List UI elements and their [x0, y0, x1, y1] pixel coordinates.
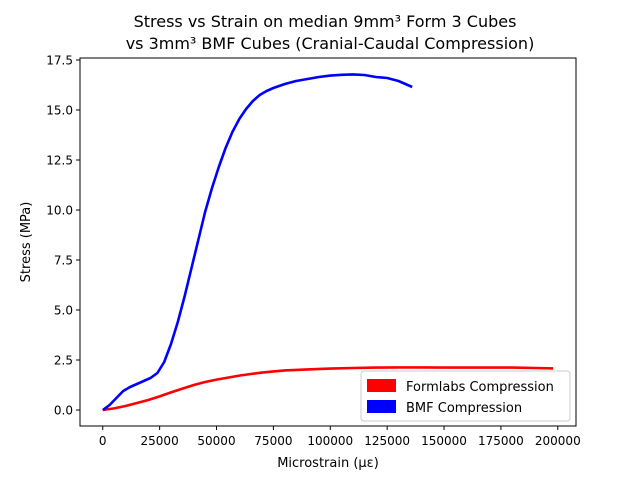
x-tick-label: 75000 — [254, 434, 292, 448]
y-tick-label: 5.0 — [54, 304, 73, 318]
legend-label-bmf: BMF Compression — [406, 401, 522, 416]
x-tick-label: 100000 — [307, 434, 353, 448]
x-axis-ticks: 0 25000 50000 75000 100000 125000 150000 175000… — [99, 426, 581, 448]
chart-title-line1: Stress vs Strain on median 9mm³ Form 3 C… — [134, 12, 517, 31]
x-tick-label: 25000 — [141, 434, 179, 448]
x-tick-label: 0 — [99, 434, 107, 448]
legend-swatch-bmf — [367, 400, 396, 413]
legend-swatch-formlabs — [367, 379, 396, 392]
x-tick-label: 50000 — [197, 434, 235, 448]
y-tick-label: 7.5 — [54, 254, 73, 268]
x-tick-label: 125000 — [364, 434, 410, 448]
x-tick-label: 150000 — [421, 434, 467, 448]
y-tick-label: 10.0 — [46, 204, 73, 218]
legend-label-formlabs: Formlabs Compression — [406, 380, 554, 395]
y-tick-label: 12.5 — [46, 154, 73, 168]
series-line-bmf — [102, 73, 413, 412]
x-tick-label: 200000 — [535, 434, 581, 448]
x-axis-label: Microstrain (µε) — [277, 456, 379, 471]
y-tick-label: 15.0 — [46, 104, 73, 118]
y-axis-label: Stress (MPa) — [19, 202, 34, 283]
series-layer — [102, 73, 554, 412]
y-tick-label: 2.5 — [54, 354, 73, 368]
chart-title-line2: vs 3mm³ BMF Cubes (Cranial-Caudal Compre… — [126, 34, 535, 53]
y-axis-ticks: 0.0 2.5 5.0 7.5 10.0 12.5 15.0 17.5 — [46, 54, 80, 418]
x-tick-label: 175000 — [478, 434, 524, 448]
series-line-formlabs — [102, 366, 554, 412]
y-tick-label: 17.5 — [46, 54, 73, 68]
y-tick-label: 0.0 — [54, 404, 73, 418]
legend-box — [360, 370, 571, 422]
legend: Formlabs Compression BMF Compression — [360, 370, 571, 422]
plot-area-frame — [79, 57, 577, 427]
